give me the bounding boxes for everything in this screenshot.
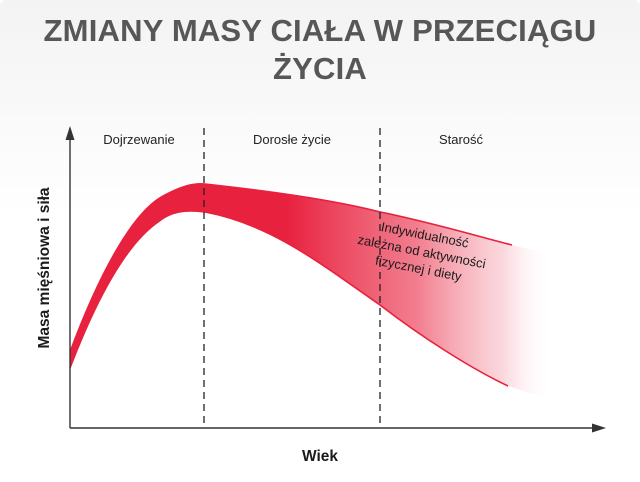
phase-label-puberty: Dojrzewanie — [103, 132, 175, 147]
lower-curve — [69, 210, 509, 387]
upper-curve — [69, 183, 513, 353]
y-axis-arrow — [65, 126, 75, 140]
phase-label-adulthood: Dorosłe życie — [253, 132, 331, 147]
infographic-title: ZMIANY MASY CIAŁA W PRZECIĄGU ŻYCIA — [0, 12, 640, 88]
title-line-2: ŻYCIA — [273, 51, 367, 86]
annotation: Indywidualność zależna od aktywności fiz… — [356, 219, 487, 284]
variability-band — [70, 183, 552, 400]
phase-label-old-age: Starość — [439, 132, 484, 147]
title-line-1: ZMIANY MASY CIAŁA W PRZECIĄGU — [43, 13, 597, 48]
x-axis-arrow — [592, 423, 606, 433]
y-axis-label: Masa mięśniowa i siła — [36, 187, 53, 348]
x-axis-label: Wiek — [302, 448, 338, 465]
